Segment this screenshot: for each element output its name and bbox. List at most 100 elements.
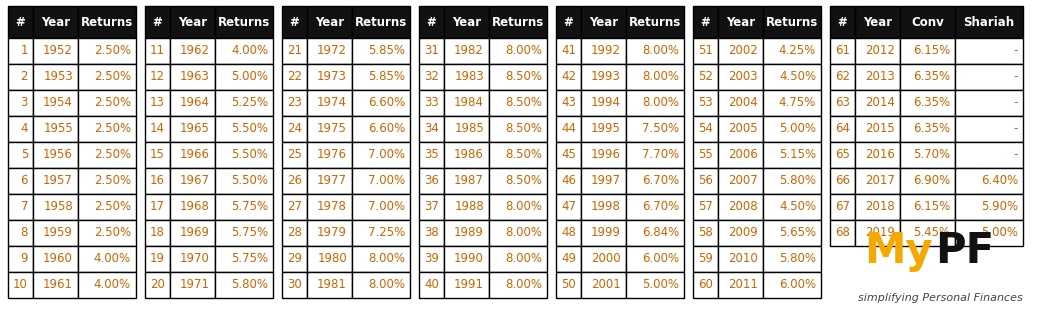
Bar [444,246,489,272]
Text: Year: Year [589,15,618,28]
Text: 1997: 1997 [591,174,621,187]
Bar [581,246,626,272]
Bar [419,142,444,168]
Bar [8,64,33,90]
Bar [763,38,821,64]
Text: 5.50%: 5.50% [231,123,268,136]
Text: 62: 62 [835,70,850,83]
Bar [351,168,410,194]
Bar [581,90,626,116]
Bar [626,64,684,90]
Text: 1962: 1962 [180,45,210,58]
Bar [581,6,626,38]
Text: 2.50%: 2.50% [94,174,131,187]
Text: 38: 38 [425,227,439,240]
Bar [718,272,763,298]
Text: 2.50%: 2.50% [94,123,131,136]
Bar [307,116,351,142]
Text: Returns: Returns [355,15,407,28]
Text: 2010: 2010 [728,252,758,265]
Text: 1964: 1964 [180,96,210,110]
Bar [307,38,351,64]
Bar [693,90,718,116]
Text: 6.00%: 6.00% [641,252,679,265]
Text: 59: 59 [698,252,713,265]
Text: 47: 47 [561,200,576,214]
Text: 1985: 1985 [455,123,484,136]
Bar [556,168,581,194]
Bar [33,168,78,194]
Text: -: - [1014,96,1018,110]
Text: 1999: 1999 [591,227,621,240]
Bar [282,246,307,272]
Bar [955,194,1023,220]
Text: 4.00%: 4.00% [94,278,131,291]
Bar [556,90,581,116]
Text: 1954: 1954 [43,96,73,110]
Text: 13: 13 [150,96,165,110]
Bar [900,6,955,38]
Text: 1979: 1979 [317,227,347,240]
Text: PF: PF [935,230,994,272]
Bar [693,6,718,38]
Text: 1994: 1994 [591,96,621,110]
Bar [855,116,900,142]
Text: -: - [1014,123,1018,136]
Bar [763,246,821,272]
Bar [718,116,763,142]
Text: 1963: 1963 [180,70,210,83]
Text: 5.65%: 5.65% [779,227,816,240]
Bar [351,6,410,38]
Bar [78,168,136,194]
Text: 5.00%: 5.00% [642,278,679,291]
Text: 1958: 1958 [43,200,73,214]
Text: 6.40%: 6.40% [980,174,1018,187]
Text: -: - [1014,45,1018,58]
Text: 1953: 1953 [43,70,73,83]
Text: Shariah: Shariah [964,15,1015,28]
Text: 5.80%: 5.80% [231,278,268,291]
Bar [489,272,547,298]
Text: 29: 29 [287,252,302,265]
Bar [489,142,547,168]
Bar [33,246,78,272]
Text: 6.84%: 6.84% [641,227,679,240]
Text: 44: 44 [561,123,576,136]
Text: 1968: 1968 [180,200,210,214]
Text: Year: Year [863,15,892,28]
Bar [8,246,33,272]
Text: 4.50%: 4.50% [779,70,816,83]
Bar [556,64,581,90]
Text: 15: 15 [150,149,165,161]
Text: 6.70%: 6.70% [641,174,679,187]
Text: 4.25%: 4.25% [779,45,816,58]
Text: 8.00%: 8.00% [642,70,679,83]
Bar [489,64,547,90]
Bar [830,116,855,142]
Text: 1987: 1987 [454,174,484,187]
Bar [170,116,215,142]
Text: #: # [563,15,574,28]
Bar [215,38,273,64]
Bar [718,38,763,64]
Bar [489,6,547,38]
Bar [444,116,489,142]
Text: 5.25%: 5.25% [231,96,268,110]
Text: 28: 28 [287,227,302,240]
Bar [444,142,489,168]
Bar [282,220,307,246]
Text: 67: 67 [835,200,850,214]
Text: 6.35%: 6.35% [913,70,950,83]
Text: Year: Year [315,15,344,28]
Bar [581,194,626,220]
Text: 36: 36 [425,174,439,187]
Text: 58: 58 [698,227,713,240]
Bar [145,6,170,38]
Text: 45: 45 [561,149,576,161]
Text: 52: 52 [698,70,713,83]
Text: 46: 46 [561,174,576,187]
Text: 12: 12 [150,70,165,83]
Bar [215,246,273,272]
Text: 14: 14 [150,123,165,136]
Bar [282,194,307,220]
